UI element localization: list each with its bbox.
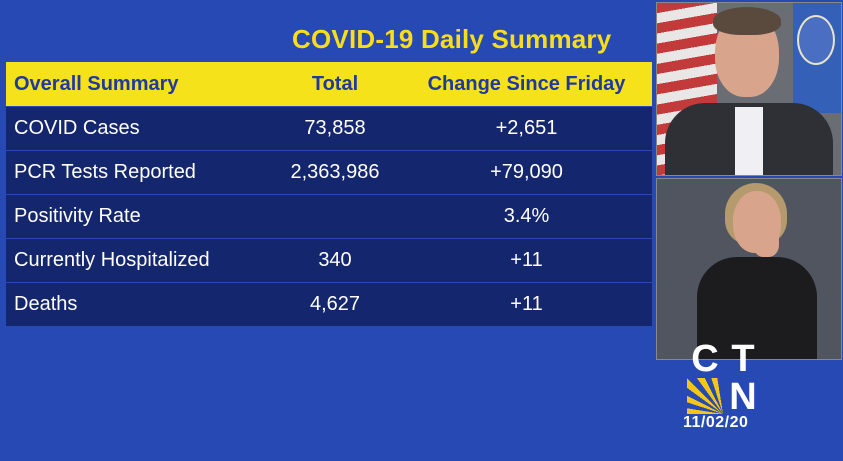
- logo-letter-n: N: [729, 376, 757, 418]
- row-total: 4,627: [309, 293, 361, 315]
- row-change: +11: [510, 293, 543, 315]
- interpreter-video: [656, 178, 842, 360]
- state-seal-icon: [797, 15, 835, 65]
- row-change: +11: [510, 249, 543, 271]
- row-change: +79,090: [490, 161, 563, 183]
- table-row: Positivity Rate 3.4%: [6, 194, 652, 239]
- row-label: Positivity Rate: [14, 205, 141, 227]
- row-label: COVID Cases: [14, 117, 140, 139]
- broadcast-date: 11/02/20: [683, 414, 749, 431]
- interpreter-body: [697, 257, 817, 359]
- column-header-change: Change Since Friday: [427, 72, 626, 95]
- speaker-hair: [713, 7, 781, 35]
- column-header-overall-summary: Overall Summary: [14, 72, 179, 95]
- column-header-total: Total: [311, 72, 359, 95]
- row-label: PCR Tests Reported: [14, 161, 196, 183]
- summary-title: COVID-19 Daily Summary: [292, 24, 612, 54]
- row-label: Currently Hospitalized: [14, 249, 210, 271]
- table-row: Deaths 4,627 +11: [6, 282, 652, 326]
- table-row: COVID Cases 73,858 +2,651: [6, 106, 652, 151]
- row-label: Deaths: [14, 293, 78, 315]
- summary-table: Overall Summary Total Change Since Frida…: [6, 62, 652, 326]
- speaker-shirt: [735, 107, 763, 175]
- interpreter-hand: [753, 227, 779, 257]
- logo-letter-t: T: [731, 338, 755, 380]
- table-row: Currently Hospitalized 340 +11: [6, 238, 652, 283]
- row-change: 3.4%: [503, 205, 550, 227]
- row-total: [269, 195, 401, 239]
- logo-letter-c: C: [691, 338, 719, 380]
- state-flag: [793, 3, 841, 113]
- row-total: 2,363,986: [290, 161, 380, 183]
- row-total: 73,858: [304, 117, 366, 139]
- table-row: PCR Tests Reported 2,363,986 +79,090: [6, 150, 652, 195]
- table-header-row: Overall Summary Total Change Since Frida…: [6, 62, 652, 107]
- ctn-logo: C T N: [687, 340, 761, 416]
- row-total: 340: [318, 249, 352, 271]
- speaker-video: [656, 2, 842, 176]
- row-change: +2,651: [495, 117, 558, 139]
- sunburst-icon: [687, 378, 723, 414]
